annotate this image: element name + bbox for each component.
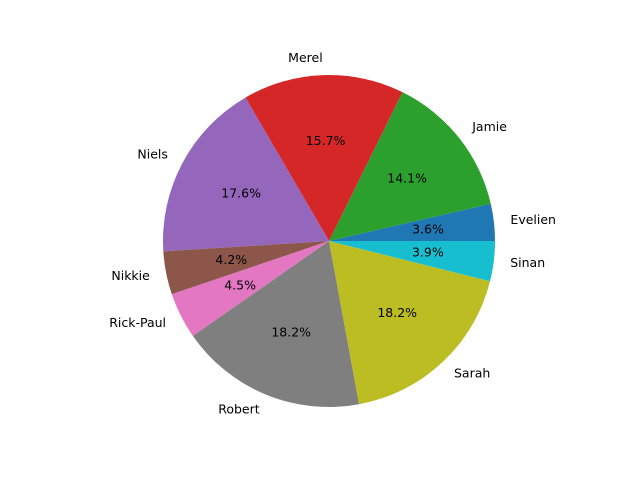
pie-slice-rick-paul <box>171 241 329 337</box>
slice-label-nikkie: Nikkie <box>111 268 150 283</box>
slice-pct-niels: 17.6% <box>221 186 261 201</box>
slice-label-jamie: Jamie <box>471 119 507 134</box>
slice-label-robert: Robert <box>218 401 260 416</box>
slice-pct-sarah: 18.2% <box>377 305 417 320</box>
slice-pct-evelien: 3.6% <box>412 221 444 236</box>
pie-slice-sinan <box>329 241 495 282</box>
pie-slice-niels <box>163 97 329 252</box>
slice-pct-robert: 18.2% <box>271 325 311 340</box>
slice-pct-sinan: 3.9% <box>412 245 444 260</box>
pie-slice-merel <box>245 75 403 242</box>
slice-label-sinan: Sinan <box>510 255 545 270</box>
pie-slice-evelien <box>329 203 495 241</box>
slice-pct-rick-paul: 4.5% <box>224 277 256 292</box>
slice-label-merel: Merel <box>288 50 323 65</box>
slice-pct-jamie: 14.1% <box>387 171 427 186</box>
slice-pct-merel: 15.7% <box>306 133 346 148</box>
slice-label-sarah: Sarah <box>454 366 490 381</box>
pie-labels: Evelien 3.6% Jamie 14.1% Merel 15.7% Niels 17.6… <box>109 50 556 416</box>
pie-slice-nikkie <box>163 241 329 295</box>
pie-slices <box>163 75 495 407</box>
pie-slice-robert <box>192 241 360 407</box>
slice-label-niels: Niels <box>137 147 168 162</box>
slice-pct-nikkie: 4.2% <box>215 252 247 267</box>
pie-slice-jamie <box>329 92 491 241</box>
slice-label-rick-paul: Rick-Paul <box>109 315 166 330</box>
slice-label-evelien: Evelien <box>510 212 556 227</box>
pie-slice-sarah <box>329 241 491 405</box>
